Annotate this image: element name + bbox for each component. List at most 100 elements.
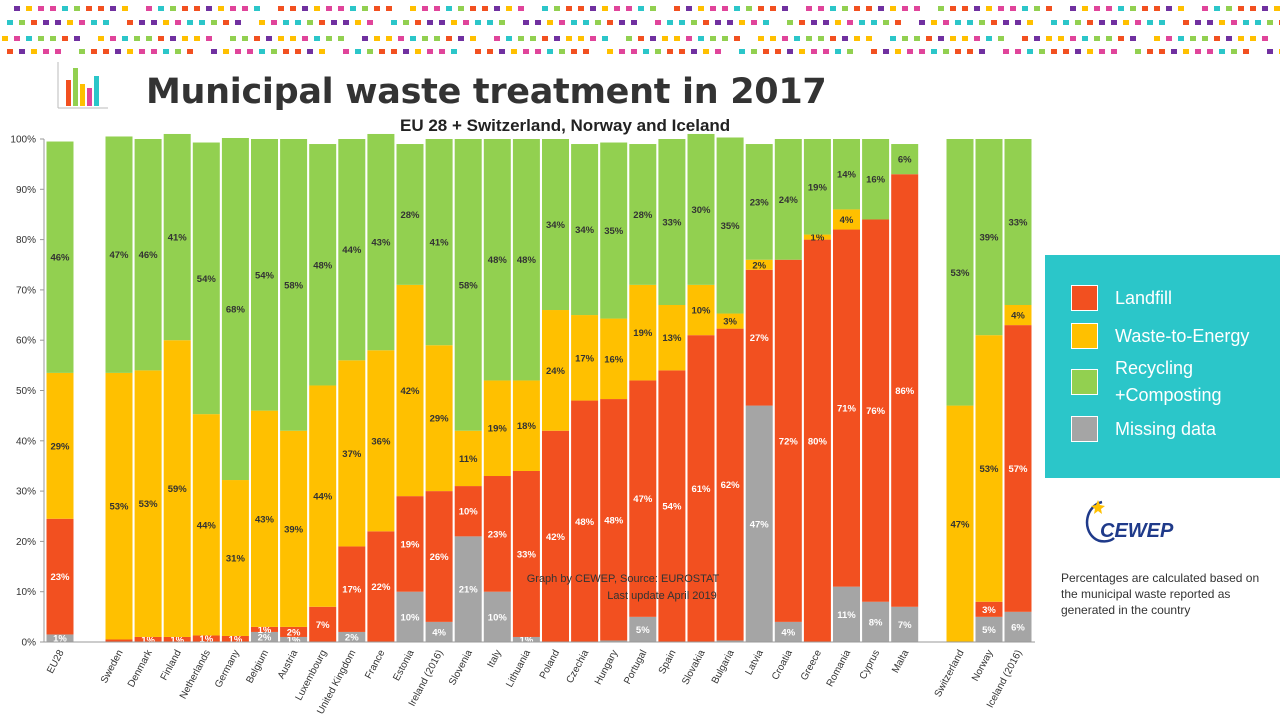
header-dot: [199, 20, 205, 25]
header-dot: [806, 6, 812, 11]
header-dot: [139, 20, 145, 25]
legend-label-wte: Waste-to-Energy: [1115, 326, 1250, 346]
header-dot: [578, 36, 584, 41]
bar-segment-missing: [629, 616, 657, 642]
header-dot: [1063, 20, 1069, 25]
header-dot: [751, 49, 757, 54]
header-dot: [986, 36, 992, 41]
header-dot: [1190, 36, 1196, 41]
header-dot: [883, 20, 889, 25]
header-dot: [715, 49, 721, 54]
header-dot: [1231, 20, 1237, 25]
header-dot: [919, 20, 925, 25]
data-label-recycling: 68%: [226, 305, 246, 316]
data-label-wte: 29%: [430, 414, 450, 425]
header-dot: [151, 20, 157, 25]
bar-segment-missing: [1004, 611, 1032, 642]
header-dot: [974, 6, 980, 11]
bar-segment-wte: [716, 313, 744, 329]
header-dot: [895, 20, 901, 25]
header-dot: [1015, 49, 1021, 54]
data-label-recycling: 28%: [633, 210, 653, 221]
header-dot: [122, 6, 128, 11]
data-label-recycling: 39%: [979, 233, 999, 244]
header-dot: [1202, 6, 1208, 11]
header-dot: [991, 20, 997, 25]
bar-segment-wte: [46, 372, 74, 519]
data-label-wte: 53%: [109, 502, 129, 513]
x-tick-label: Slovakia: [680, 648, 708, 687]
header-dot: [1147, 20, 1153, 25]
data-label-landfill: 27%: [750, 333, 770, 344]
header-dot: [943, 20, 949, 25]
header-dot: [494, 36, 500, 41]
data-label-recycling: 48%: [313, 260, 333, 271]
header-dot: [1039, 49, 1045, 54]
bar-segment-wte: [512, 380, 540, 471]
header-dot: [734, 36, 740, 41]
bar-segment-wte: [454, 430, 482, 487]
x-tick-label: Germany: [213, 648, 242, 689]
header-dot: [1183, 20, 1189, 25]
header-dot: [446, 6, 452, 11]
y-tick-label: 50%: [16, 386, 36, 397]
bar-segment-recycling: [483, 139, 511, 381]
header-dot: [554, 6, 560, 11]
data-label-landfill: 76%: [866, 406, 886, 417]
data-label-wte: 43%: [255, 514, 275, 525]
header-dot: [1118, 36, 1124, 41]
data-label-wte: 3%: [723, 317, 737, 328]
header-dot: [398, 36, 404, 41]
header-dot: [883, 49, 889, 54]
header-dot: [158, 36, 164, 41]
y-tick-label: 100%: [10, 135, 36, 146]
header-dot: [722, 6, 728, 11]
header-dot: [1034, 36, 1040, 41]
x-tick-label: Austria: [276, 648, 301, 681]
header-dot: [7, 49, 13, 54]
header-dot: [1255, 20, 1261, 25]
data-label-wte: 53%: [979, 464, 999, 475]
header-dot: [439, 20, 445, 25]
header-dot: [247, 49, 253, 54]
data-label-missing: 4%: [432, 627, 446, 638]
header-dot: [811, 49, 817, 54]
header-dot: [1231, 49, 1237, 54]
header-dot: [787, 49, 793, 54]
header-dot: [415, 20, 421, 25]
data-label-wte: 17%: [575, 353, 595, 364]
data-label-wte: 4%: [840, 215, 854, 226]
header-dot: [19, 20, 25, 25]
bar-segment-wte: [629, 284, 657, 381]
data-label-recycling: 58%: [284, 280, 304, 291]
bar-segment-recycling: [833, 139, 860, 210]
header-dot: [410, 36, 416, 41]
header-dot: [98, 6, 104, 11]
header-dot-pattern: [2, 6, 1280, 54]
header-dot: [902, 6, 908, 11]
header-dot: [542, 36, 548, 41]
header-dot: [211, 49, 217, 54]
header-dot: [698, 36, 704, 41]
header-dot: [146, 36, 152, 41]
header-dot: [266, 36, 272, 41]
header-dot: [235, 49, 241, 54]
data-label-wte: 4%: [1011, 311, 1025, 322]
header-dot: [175, 49, 181, 54]
data-label-wte: 59%: [168, 484, 188, 495]
data-label-wte: 29%: [50, 441, 70, 452]
data-label-missing: 5%: [636, 625, 650, 636]
data-label-recycling: 35%: [721, 221, 741, 232]
header-dot: [679, 49, 685, 54]
x-tick-label: Hungary: [593, 648, 620, 687]
bar-segment-wte: [280, 430, 308, 627]
data-label-recycling: 58%: [459, 280, 479, 291]
bar-segment-recycling: [163, 133, 191, 341]
data-label-landfill: 1%: [229, 634, 243, 645]
y-tick-label: 20%: [16, 537, 36, 548]
cewep-logo: CEWEP: [1085, 500, 1174, 543]
header-dot: [1219, 20, 1225, 25]
header-dot: [31, 49, 37, 54]
data-label-missing: 21%: [459, 585, 479, 596]
header-dot: [1087, 49, 1093, 54]
